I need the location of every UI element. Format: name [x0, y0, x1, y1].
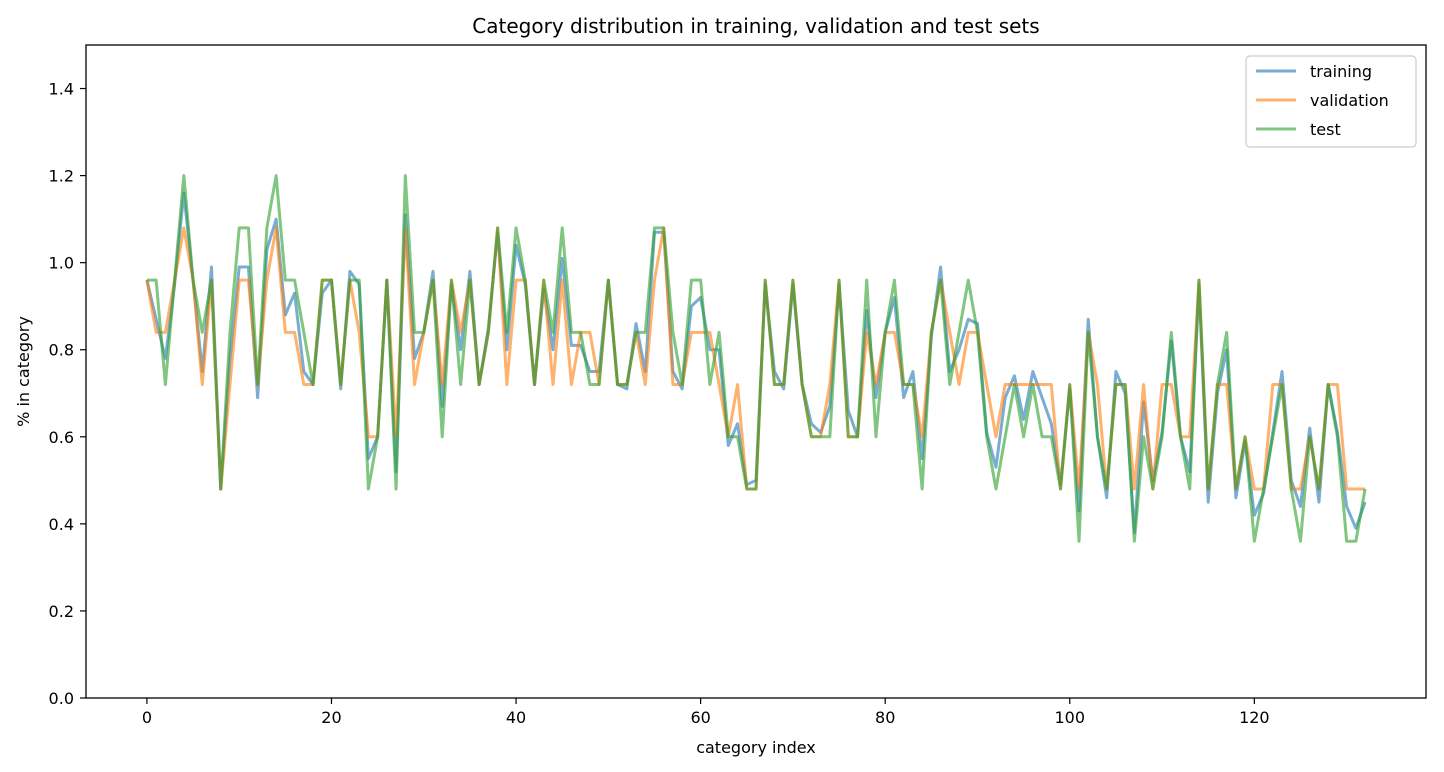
y-tick-label: 1.0	[49, 254, 74, 273]
y-axis: 0.0 0.2 0.4 0.6 0.8 1.0 1.2 1.4	[49, 80, 86, 708]
y-tick-label: 1.2	[49, 167, 74, 186]
x-tick-label: 100	[1055, 708, 1086, 727]
y-tick-label: 0.4	[49, 515, 74, 534]
y-tick-label: 0.0	[49, 689, 74, 708]
y-tick-label: 0.8	[49, 341, 74, 360]
plot-frame	[85, 44, 1427, 699]
x-axis: 0 20 40 60 80 100 120	[142, 698, 1270, 727]
legend: training validation test	[1245, 55, 1417, 148]
x-tick-label: 20	[321, 708, 341, 727]
y-tick-label: 1.4	[49, 80, 74, 99]
x-tick-label: 60	[690, 708, 710, 727]
legend-label-validation: validation	[1310, 91, 1389, 110]
y-tick-label: 0.6	[49, 428, 74, 447]
y-tick-label: 0.2	[49, 602, 74, 621]
y-axis-label: % in category	[14, 316, 33, 427]
series-line-test	[146, 174, 1367, 543]
series-layer	[145, 174, 1367, 543]
x-tick-label: 0	[142, 708, 152, 727]
chart-title: Category distribution in training, valid…	[472, 14, 1039, 38]
legend-label-training: training	[1310, 62, 1372, 81]
legend-label-test: test	[1310, 120, 1341, 139]
x-tick-label: 40	[506, 708, 526, 727]
x-tick-label: 120	[1239, 708, 1270, 727]
x-axis-label: category index	[696, 738, 816, 757]
x-tick-label: 80	[875, 708, 895, 727]
legend-frame	[1245, 55, 1417, 148]
